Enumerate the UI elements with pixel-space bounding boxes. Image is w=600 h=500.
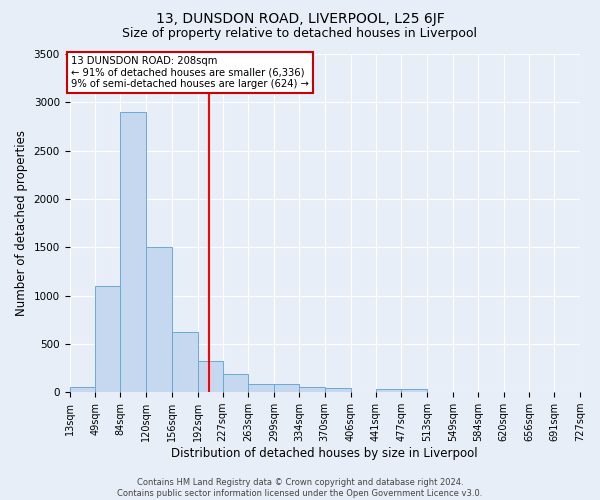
Bar (376, 389, 401, 392)
Bar (197, 361, 223, 392)
Bar (401, 390, 427, 392)
Bar (325, 388, 350, 392)
Bar (95, 286, 120, 392)
X-axis label: Distribution of detached houses by size in Liverpool: Distribution of detached houses by size … (172, 447, 478, 460)
Bar (146, 248, 172, 392)
Bar (70, 388, 95, 392)
Bar (248, 384, 274, 392)
Bar (120, 112, 146, 392)
Bar (299, 388, 325, 392)
Bar (274, 384, 299, 392)
Y-axis label: Number of detached properties: Number of detached properties (15, 130, 28, 316)
Text: 13 DUNSDON ROAD: 208sqm
← 91% of detached houses are smaller (6,336)
9% of semi-: 13 DUNSDON ROAD: 208sqm ← 91% of detache… (71, 56, 309, 89)
Bar (172, 332, 197, 392)
Text: Size of property relative to detached houses in Liverpool: Size of property relative to detached ho… (122, 28, 478, 40)
Text: Contains HM Land Registry data © Crown copyright and database right 2024.
Contai: Contains HM Land Registry data © Crown c… (118, 478, 482, 498)
Text: 13, DUNSDON ROAD, LIVERPOOL, L25 6JF: 13, DUNSDON ROAD, LIVERPOOL, L25 6JF (155, 12, 445, 26)
Bar (223, 374, 248, 392)
